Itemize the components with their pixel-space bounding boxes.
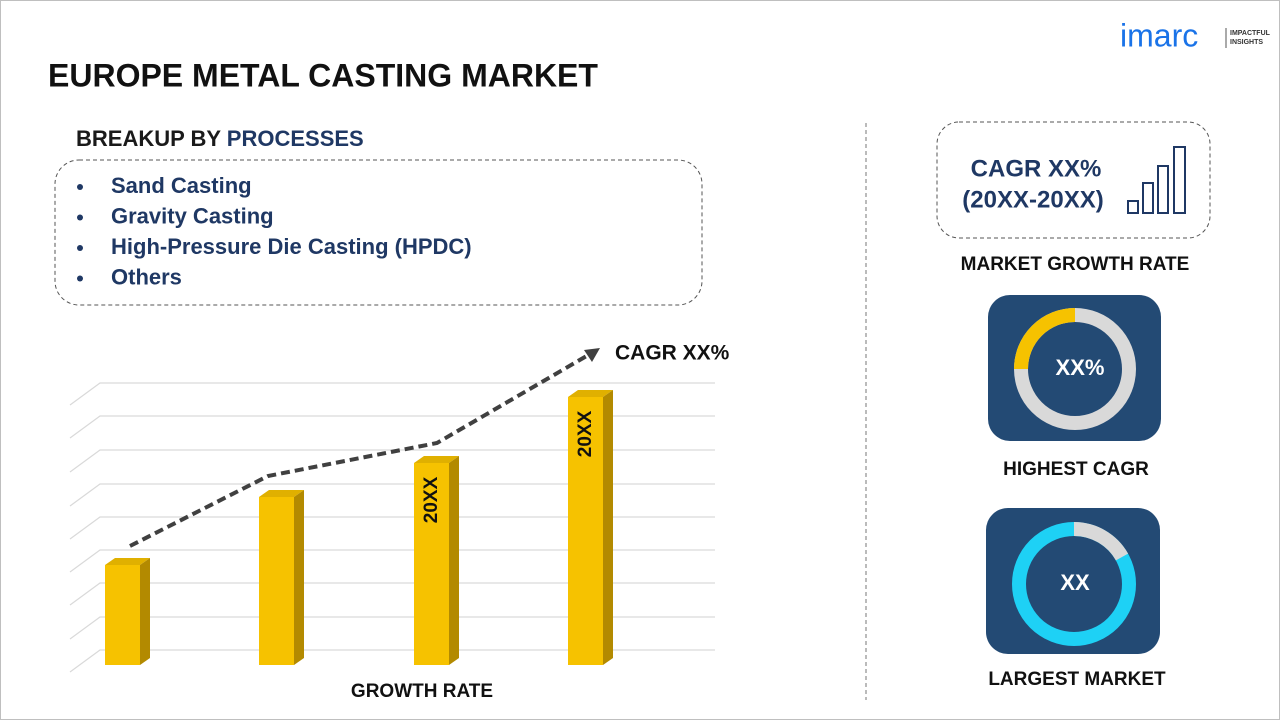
trend-label: CAGR XX% bbox=[615, 342, 730, 365]
bar-label: 20XX bbox=[575, 410, 596, 457]
arrow-head bbox=[584, 348, 600, 362]
heading-highlight: PROCESSES bbox=[227, 126, 364, 151]
bar bbox=[105, 558, 150, 665]
bar bbox=[259, 490, 304, 665]
logo-tagline: INSIGHTS bbox=[1230, 39, 1263, 46]
breakup-item: Sand Casting bbox=[111, 173, 252, 198]
chart-grid bbox=[69, 382, 715, 673]
breakup-heading: BREAKUP BY PROCESSES bbox=[76, 126, 364, 151]
trend-arrow bbox=[129, 352, 592, 548]
title: EUROPE METAL CASTING MARKET bbox=[48, 57, 598, 93]
bars bbox=[105, 390, 613, 665]
bar bbox=[414, 456, 459, 665]
card-caption: LARGEST MARKET bbox=[988, 669, 1166, 690]
card-caption: HIGHEST CAGR bbox=[1003, 459, 1149, 480]
bar bbox=[568, 390, 613, 665]
bullet bbox=[77, 275, 83, 282]
cagr-text: CAGR XX% bbox=[971, 155, 1102, 182]
breakup-list: Sand Casting Gravity Casting High-Pressure… bbox=[77, 173, 472, 289]
card-value: XX% bbox=[1056, 355, 1105, 380]
breakup-item: Others bbox=[111, 264, 182, 289]
logo-tagline: IMPACTFUL bbox=[1230, 30, 1271, 37]
card-caption: MARKET GROWTH RATE bbox=[961, 254, 1190, 275]
axis-label: GROWTH RATE bbox=[351, 681, 493, 702]
logo: imarc bbox=[1120, 17, 1198, 53]
growth-icon bbox=[1127, 146, 1186, 214]
cagr-period: (20XX-20XX) bbox=[962, 186, 1103, 213]
donut-arc bbox=[1073, 521, 1129, 561]
donut-arc bbox=[1014, 308, 1076, 370]
bullet bbox=[77, 214, 83, 221]
breakup-item: High-Pressure Die Casting (HPDC) bbox=[111, 234, 472, 259]
card-value: XX bbox=[1060, 570, 1090, 595]
heading-prefix: BREAKUP BY bbox=[76, 126, 221, 151]
cagr-card bbox=[936, 121, 1211, 239]
bar-label: 20XX bbox=[421, 476, 442, 523]
breakup-item: Gravity Casting bbox=[111, 203, 274, 228]
bullet bbox=[77, 184, 83, 190]
bullet bbox=[77, 245, 83, 251]
